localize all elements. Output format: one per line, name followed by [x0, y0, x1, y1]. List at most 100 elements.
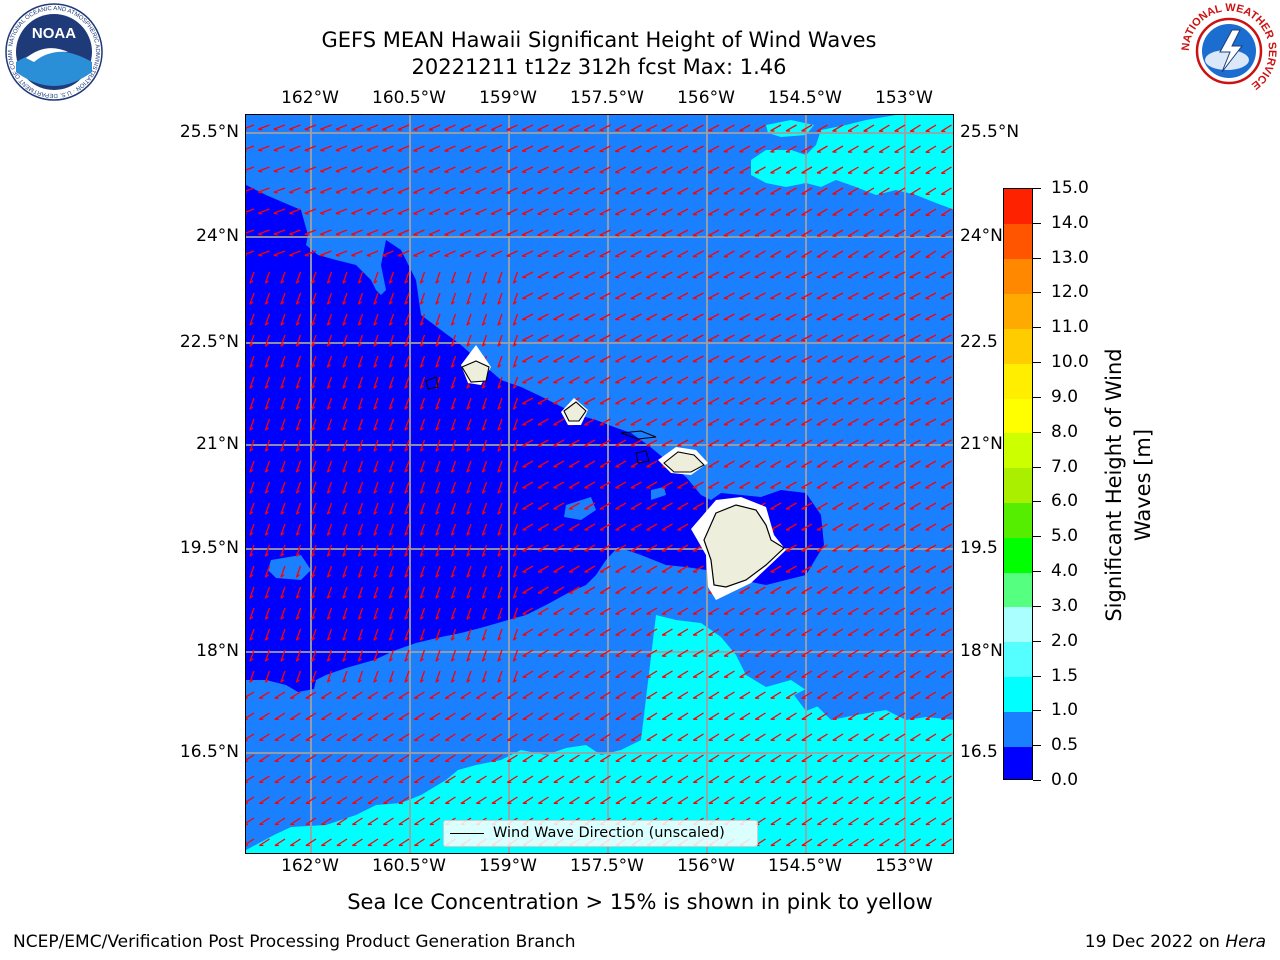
wind-wave-arrow [646, 481, 658, 489]
wind-wave-arrow [646, 775, 658, 783]
wind-wave-arrow [521, 250, 534, 257]
wind-wave-arrow-head [419, 679, 424, 683]
wind-wave-arrow [246, 754, 255, 761]
colorbar-tick [1033, 501, 1041, 503]
wind-wave-arrow [320, 733, 332, 741]
wind-wave-arrow [816, 208, 828, 216]
wind-wave-arrow [677, 250, 689, 258]
wind-wave-arrow [388, 397, 395, 410]
wind-wave-arrow-head [342, 280, 347, 284]
wind-wave-arrow [816, 313, 828, 321]
wind-wave-arrow-head [466, 658, 471, 662]
wind-wave-arrow [832, 649, 844, 657]
wind-wave-arrow [692, 397, 704, 405]
wind-wave-arrow [785, 229, 797, 237]
wind-wave-arrow [630, 754, 642, 762]
wind-wave-arrow [388, 334, 395, 347]
wind-wave-arrow [342, 376, 348, 389]
wind-wave-arrow [584, 712, 596, 720]
wind-wave-arrow-head [351, 254, 356, 257]
wind-wave-arrow-head [388, 385, 393, 389]
wind-wave-arrow-head [373, 364, 378, 368]
wind-wave-arrow [894, 838, 906, 847]
wind-wave-arrow [863, 313, 875, 321]
wind-wave-arrow-head [264, 364, 269, 368]
wind-wave-arrow [497, 397, 503, 410]
wind-wave-arrow [537, 355, 549, 363]
wind-wave-arrow [444, 712, 456, 720]
wind-wave-arrow [630, 733, 642, 741]
wind-wave-arrow-head [249, 322, 254, 326]
wind-wave-arrow [878, 355, 890, 363]
wind-wave-arrow [497, 418, 503, 431]
wind-wave-arrow-head [522, 234, 527, 237]
wind-wave-arrow [382, 250, 394, 257]
wind-wave-arrow [481, 397, 488, 410]
wind-wave-arrow [925, 166, 937, 174]
wind-wave-arrow [553, 691, 565, 699]
wind-wave-arrow [357, 607, 364, 620]
wind-wave-arrow-head [311, 658, 316, 662]
wind-wave-arrow [940, 313, 952, 321]
wind-wave-arrow [615, 166, 627, 173]
wind-wave-arrow-head [295, 616, 300, 620]
wind-wave-arrow-head [466, 385, 471, 389]
wind-wave-arrow-head [497, 616, 502, 620]
wind-wave-arrow [280, 502, 286, 515]
wind-wave-arrow-head [249, 469, 254, 473]
wind-wave-arrow [677, 292, 689, 299]
wind-wave-arrow [466, 502, 472, 515]
colorbar-tick [1033, 396, 1041, 398]
wind-wave-arrow-head [280, 364, 285, 368]
wind-wave-arrow [295, 586, 302, 599]
wind-wave-arrow [382, 187, 394, 194]
wind-wave-arrow-head [497, 364, 502, 368]
wind-wave-arrow-head [481, 532, 486, 536]
wind-wave-arrow-head [481, 679, 486, 683]
wind-wave-arrow [599, 460, 611, 468]
wind-wave-arrow [305, 754, 317, 762]
wind-wave-arrow-head [311, 343, 316, 347]
wind-wave-arrow [522, 628, 534, 636]
colorbar-segment [1004, 432, 1032, 469]
ocean-region-high [246, 615, 953, 853]
wind-wave-arrow [677, 418, 689, 426]
wind-wave-arrow [537, 271, 549, 278]
wind-wave-arrow [615, 250, 627, 257]
wind-wave-arrow [490, 166, 503, 173]
wind-wave-arrow [708, 397, 720, 405]
wind-wave-arrow [435, 628, 441, 641]
wind-wave-arrow [295, 523, 302, 536]
island-oahu [563, 401, 587, 422]
wind-wave-arrow [661, 250, 673, 258]
wind-wave-arrow-head [373, 301, 378, 305]
wind-wave-arrow [677, 208, 689, 216]
wind-wave-arrow [615, 271, 627, 278]
wind-wave-arrow-head [388, 553, 393, 557]
wind-wave-arrow [342, 670, 348, 683]
wind-wave-arrow-head [357, 406, 362, 410]
wind-wave-arrow [388, 544, 395, 557]
wind-wave-arrow [677, 229, 689, 237]
wind-wave-arrow [847, 460, 859, 468]
wind-wave-arrow [739, 418, 751, 426]
wind-wave-arrow [357, 271, 364, 284]
wind-wave-arrow [320, 691, 332, 699]
wind-wave-arrow [755, 796, 766, 804]
wind-wave-arrow-head [326, 679, 331, 683]
wind-wave-arrow [404, 649, 410, 662]
wind-wave-arrow-head [382, 191, 387, 194]
wind-wave-arrow-head [428, 171, 433, 173]
wind-wave-arrow [280, 355, 286, 368]
wind-wave-arrow [909, 754, 921, 762]
wind-wave-arrow-head [413, 129, 418, 131]
wind-wave-arrow [785, 418, 797, 426]
wind-wave-arrow [568, 712, 580, 720]
wind-wave-arrow [388, 586, 395, 599]
wind-wave-arrow-head [419, 490, 424, 494]
wind-wave-arrow-head [289, 128, 294, 131]
wind-wave-arrow [646, 796, 658, 804]
wind-wave-arrow [785, 208, 797, 216]
wind-wave-arrow [646, 502, 658, 510]
wind-wave-arrow [326, 481, 333, 494]
